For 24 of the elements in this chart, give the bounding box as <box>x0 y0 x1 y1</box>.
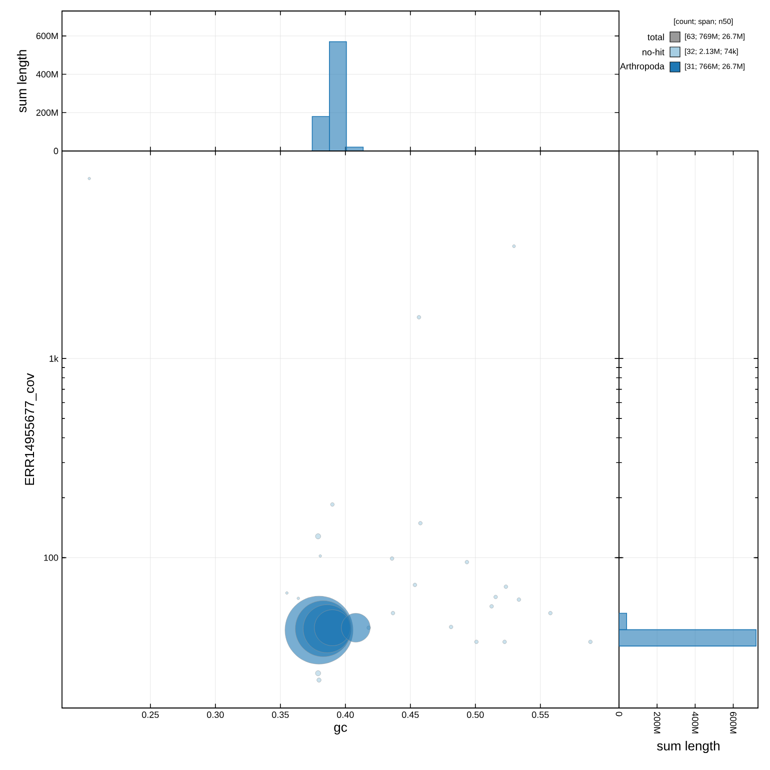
x-tick-label: 0.50 <box>466 712 484 718</box>
x-tick-label: 0.45 <box>402 712 419 718</box>
x-tick-label: 0.35 <box>272 712 289 718</box>
x-tick-label: 0.25 <box>142 712 159 718</box>
x-tick-label: 0 <box>616 712 622 716</box>
y-tick-label: 200M <box>36 109 58 116</box>
x-tick-label: 0.55 <box>532 712 549 718</box>
legend-label: no-hit <box>642 48 664 56</box>
y-tick-label: 0 <box>54 148 58 154</box>
x-axis-title: sum length <box>657 740 720 754</box>
x-tick-label: 400M <box>692 712 698 734</box>
y-tick-label: 600M <box>36 32 58 40</box>
x-tick-label: 0.30 <box>206 712 224 718</box>
legend-label: Arthropoda <box>620 62 664 72</box>
x-tick-label: 0.40 <box>336 712 354 718</box>
y-tick-label: 1k <box>50 355 58 362</box>
y-axis-title: ERR14955677_cov <box>24 373 37 485</box>
y-axis-title: sum length <box>16 50 30 112</box>
x-axis-title: gc <box>334 724 348 734</box>
text: total <box>648 34 664 40</box>
x-tick-label: 600M <box>730 712 736 734</box>
y-tick-label: 400M <box>36 71 58 78</box>
y-tick-label: 100 <box>44 554 58 561</box>
x-tick-label: 200M <box>654 712 660 734</box>
